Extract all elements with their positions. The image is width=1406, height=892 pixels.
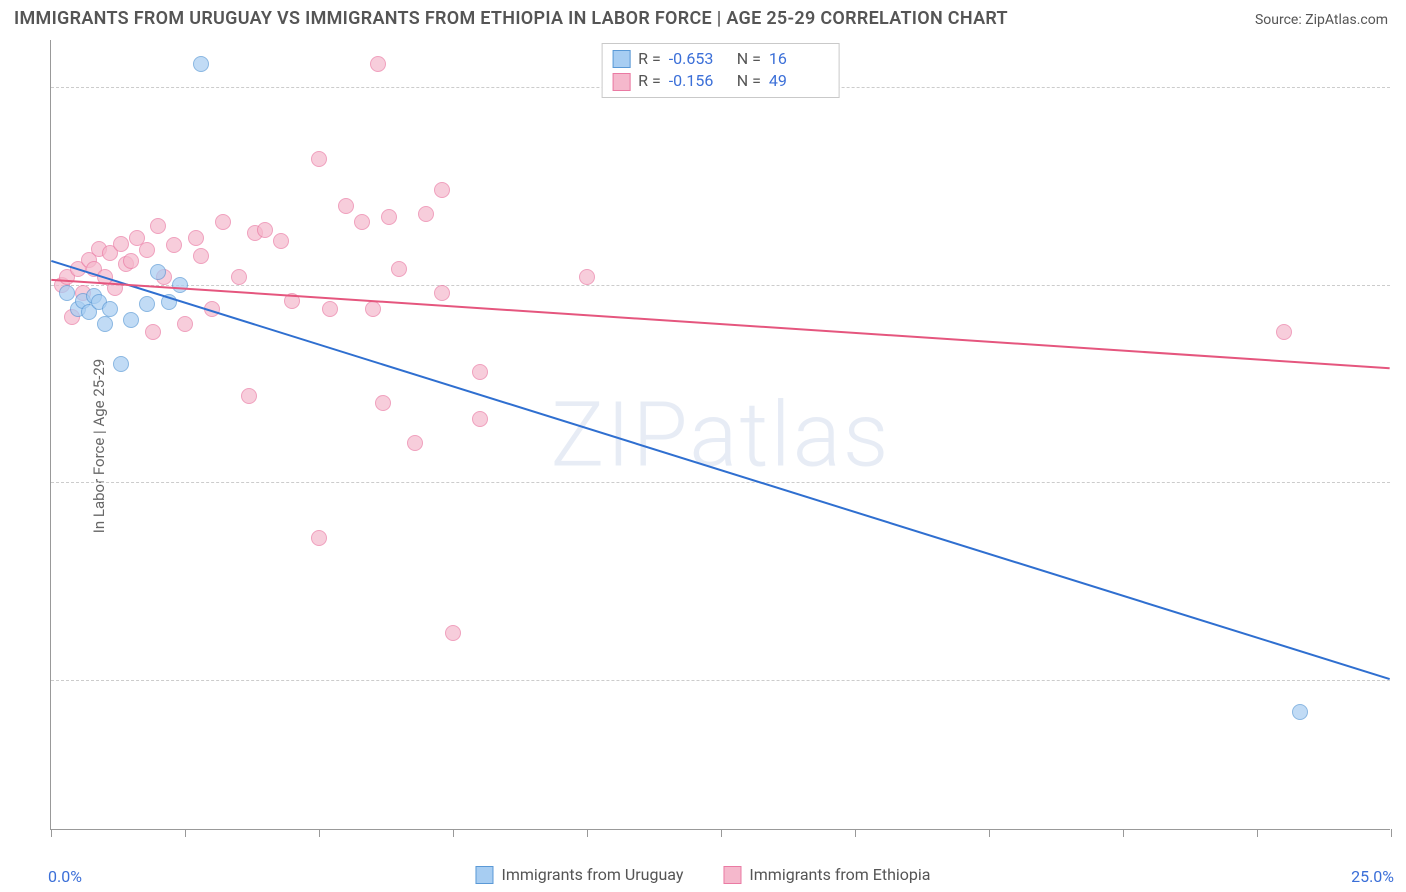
- data-point-uruguay: [113, 356, 129, 372]
- data-point-ethiopia: [311, 151, 327, 167]
- x-tick: [1257, 829, 1258, 837]
- legend-item-uruguay: Immigrants from Uruguay: [475, 865, 683, 884]
- legend-row-uruguay: R = -0.653 N = 16: [612, 48, 829, 70]
- data-point-ethiopia: [107, 280, 123, 296]
- data-point-ethiopia: [241, 388, 257, 404]
- x-tick: [721, 829, 722, 837]
- n-value-ethiopia: 49: [769, 70, 829, 92]
- data-point-ethiopia: [123, 253, 139, 269]
- data-point-uruguay: [102, 301, 118, 317]
- series-label-uruguay: Immigrants from Uruguay: [501, 865, 683, 884]
- n-label: N =: [737, 48, 761, 70]
- gridline-horizontal: [51, 482, 1390, 483]
- data-point-ethiopia: [370, 56, 386, 72]
- chart-plot-area: ZIPatlas R = -0.653 N = 16 R = -0.156 N …: [50, 40, 1390, 830]
- y-tick-label: 75.0%: [1400, 473, 1406, 492]
- x-tick: [855, 829, 856, 837]
- data-point-ethiopia: [188, 230, 204, 246]
- data-point-ethiopia: [472, 411, 488, 427]
- data-point-ethiopia: [113, 236, 129, 252]
- watermark: ZIPatlas: [550, 382, 890, 487]
- x-tick: [587, 829, 588, 837]
- data-point-ethiopia: [407, 435, 423, 451]
- swatch-ethiopia: [612, 73, 630, 91]
- y-tick-label: 62.5%: [1400, 670, 1406, 689]
- data-point-ethiopia: [472, 364, 488, 380]
- gridline-horizontal: [51, 285, 1390, 286]
- n-value-uruguay: 16: [769, 48, 829, 70]
- data-point-ethiopia: [418, 206, 434, 222]
- data-point-ethiopia: [391, 261, 407, 277]
- x-tick: [51, 829, 52, 837]
- trend-line-uruguay: [51, 261, 1389, 679]
- y-tick-label: 87.5%: [1400, 275, 1406, 294]
- data-point-ethiopia: [375, 395, 391, 411]
- series-label-ethiopia: Immigrants from Ethiopia: [749, 865, 930, 884]
- data-point-ethiopia: [204, 301, 220, 317]
- data-point-uruguay: [193, 56, 209, 72]
- swatch-ethiopia: [723, 866, 741, 884]
- data-point-uruguay: [123, 312, 139, 328]
- data-point-uruguay: [139, 296, 155, 312]
- r-label: R =: [638, 48, 661, 70]
- data-point-ethiopia: [381, 209, 397, 225]
- gridline-horizontal: [51, 680, 1390, 681]
- swatch-uruguay: [612, 50, 630, 68]
- data-point-ethiopia: [365, 301, 381, 317]
- x-tick: [319, 829, 320, 837]
- series-legend: Immigrants from Uruguay Immigrants from …: [475, 865, 930, 884]
- legend-item-ethiopia: Immigrants from Ethiopia: [723, 865, 930, 884]
- r-value-ethiopia: -0.156: [669, 70, 729, 92]
- source-attribution: Source: ZipAtlas.com: [1255, 12, 1388, 28]
- data-point-ethiopia: [445, 625, 461, 641]
- data-point-ethiopia: [1276, 324, 1292, 340]
- data-point-ethiopia: [322, 301, 338, 317]
- data-point-ethiopia: [145, 324, 161, 340]
- x-tick: [453, 829, 454, 837]
- x-axis-min: 0.0%: [48, 867, 82, 886]
- data-point-ethiopia: [150, 218, 166, 234]
- data-point-ethiopia: [166, 237, 182, 253]
- data-point-uruguay: [59, 285, 75, 301]
- data-point-ethiopia: [434, 285, 450, 301]
- x-tick: [989, 829, 990, 837]
- data-point-uruguay: [161, 294, 177, 310]
- data-point-ethiopia: [579, 269, 595, 285]
- r-value-uruguay: -0.653: [669, 48, 729, 70]
- data-point-ethiopia: [284, 293, 300, 309]
- data-point-uruguay: [172, 277, 188, 293]
- legend-row-ethiopia: R = -0.156 N = 49: [612, 70, 829, 92]
- data-point-ethiopia: [273, 233, 289, 249]
- correlation-legend: R = -0.653 N = 16 R = -0.156 N = 49: [601, 43, 840, 98]
- data-point-ethiopia: [193, 248, 209, 264]
- trend-lines: [51, 40, 1390, 829]
- data-point-uruguay: [1292, 704, 1308, 720]
- r-label: R =: [638, 70, 661, 92]
- data-point-ethiopia: [354, 214, 370, 230]
- data-point-ethiopia: [311, 530, 327, 546]
- x-tick: [1123, 829, 1124, 837]
- x-axis-max: 25.0%: [1351, 867, 1394, 886]
- x-tick: [1391, 829, 1392, 837]
- data-point-ethiopia: [177, 316, 193, 332]
- data-point-ethiopia: [257, 222, 273, 238]
- data-point-ethiopia: [338, 198, 354, 214]
- y-tick-label: 100.0%: [1400, 78, 1406, 97]
- swatch-uruguay: [475, 866, 493, 884]
- data-point-uruguay: [97, 316, 113, 332]
- chart-title: IMMIGRANTS FROM URUGUAY VS IMMIGRANTS FR…: [14, 8, 1008, 29]
- data-point-ethiopia: [434, 182, 450, 198]
- data-point-ethiopia: [231, 269, 247, 285]
- x-tick: [185, 829, 186, 837]
- data-point-ethiopia: [139, 242, 155, 258]
- data-point-ethiopia: [215, 214, 231, 230]
- n-label: N =: [737, 70, 761, 92]
- trend-line-ethiopia: [51, 280, 1389, 368]
- data-point-uruguay: [150, 264, 166, 280]
